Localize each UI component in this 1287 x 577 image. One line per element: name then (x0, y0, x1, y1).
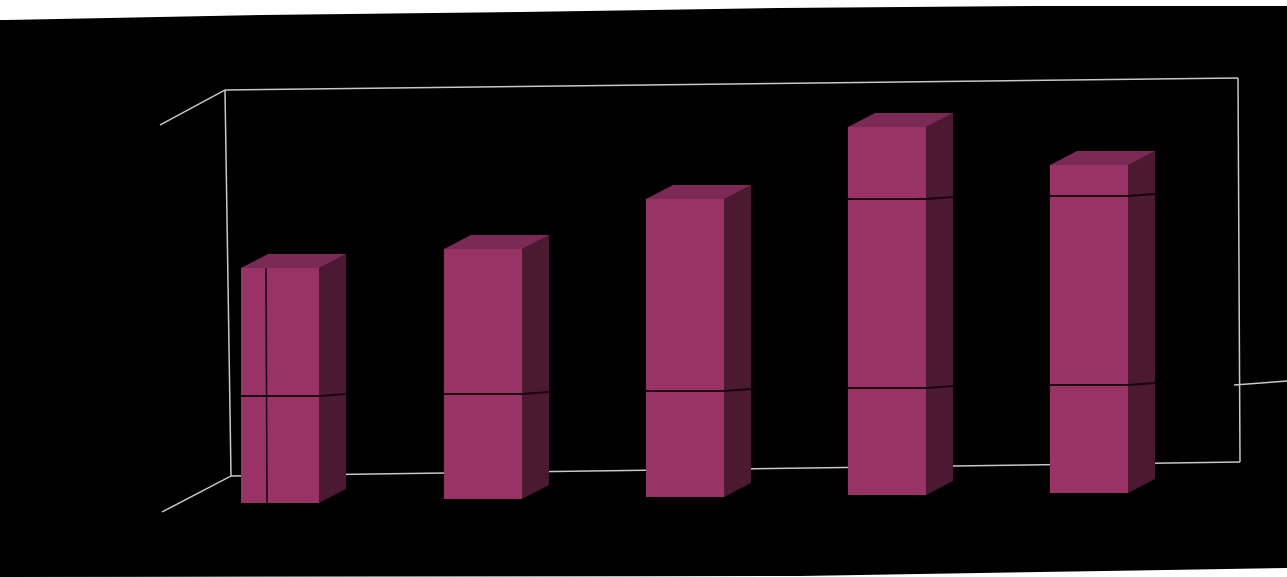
bar-side-face (522, 235, 549, 499)
bars (241, 113, 1156, 504)
bar-top-face (646, 185, 751, 199)
back-wall-top-edge (224, 77, 1239, 91)
bar-seam-side (723, 388, 752, 392)
bar-side-face (319, 254, 346, 503)
bar-top-face (241, 254, 346, 268)
bar-front-face (444, 249, 522, 499)
bar-top-face (1050, 151, 1155, 165)
bar-front-face (241, 268, 319, 503)
depth-edge-top (159, 89, 226, 126)
back-wall-right-edge (1237, 77, 1241, 463)
bar-upper-seam-side (925, 196, 954, 200)
depth-edge-bottom (161, 475, 232, 513)
bar-top-face (444, 235, 549, 249)
bar-vertical-seam (265, 267, 268, 504)
bar-upper-seam-side (1127, 193, 1156, 197)
bar (444, 235, 550, 499)
bar-front-face (1050, 165, 1128, 493)
bar-seam-side (318, 393, 347, 397)
bar-seam-side (1127, 382, 1156, 386)
bar-seam-side (925, 385, 954, 389)
bar (241, 254, 347, 504)
bar (1050, 151, 1156, 493)
back-wall-left-edge (224, 89, 232, 477)
bar (646, 185, 752, 497)
bar-side-face (1128, 151, 1155, 493)
bar-front-face (646, 199, 724, 497)
bar (848, 113, 954, 495)
bar-side-face (926, 113, 953, 495)
bar-seam-side (521, 391, 550, 395)
bar-front-face (848, 127, 926, 495)
bar-top-face (848, 113, 953, 127)
bar-side-face (724, 185, 751, 497)
right-stub-edge (1233, 380, 1287, 386)
